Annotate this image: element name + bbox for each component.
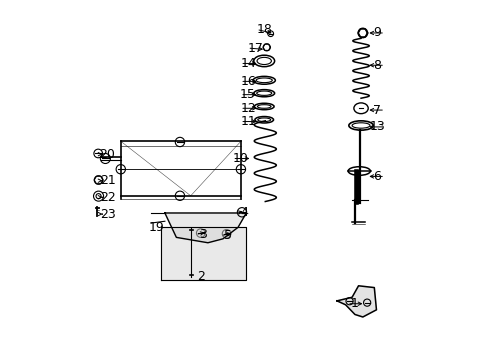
Text: 21: 21: [100, 174, 115, 187]
Text: 20: 20: [100, 148, 115, 161]
Text: 9: 9: [372, 27, 380, 40]
Text: 18: 18: [256, 23, 272, 36]
Text: 22: 22: [100, 191, 115, 204]
Text: 13: 13: [368, 121, 384, 134]
Text: 5: 5: [224, 229, 232, 242]
Text: 4: 4: [240, 207, 248, 220]
Text: 10: 10: [232, 152, 247, 165]
Polygon shape: [161, 226, 246, 280]
Text: 11: 11: [240, 115, 255, 128]
Text: 23: 23: [100, 208, 115, 221]
Text: 12: 12: [240, 102, 255, 115]
Text: 6: 6: [372, 170, 380, 183]
Text: 1: 1: [350, 297, 358, 310]
Text: 7: 7: [372, 104, 381, 117]
Text: 8: 8: [372, 59, 381, 72]
Polygon shape: [164, 213, 246, 243]
Text: 14: 14: [240, 57, 255, 70]
Text: 16: 16: [240, 75, 255, 88]
Text: 3: 3: [199, 228, 207, 241]
Text: 2: 2: [196, 270, 204, 283]
Text: 19: 19: [148, 221, 164, 234]
Text: 15: 15: [240, 88, 256, 101]
Text: 17: 17: [247, 41, 263, 54]
Polygon shape: [336, 286, 376, 317]
